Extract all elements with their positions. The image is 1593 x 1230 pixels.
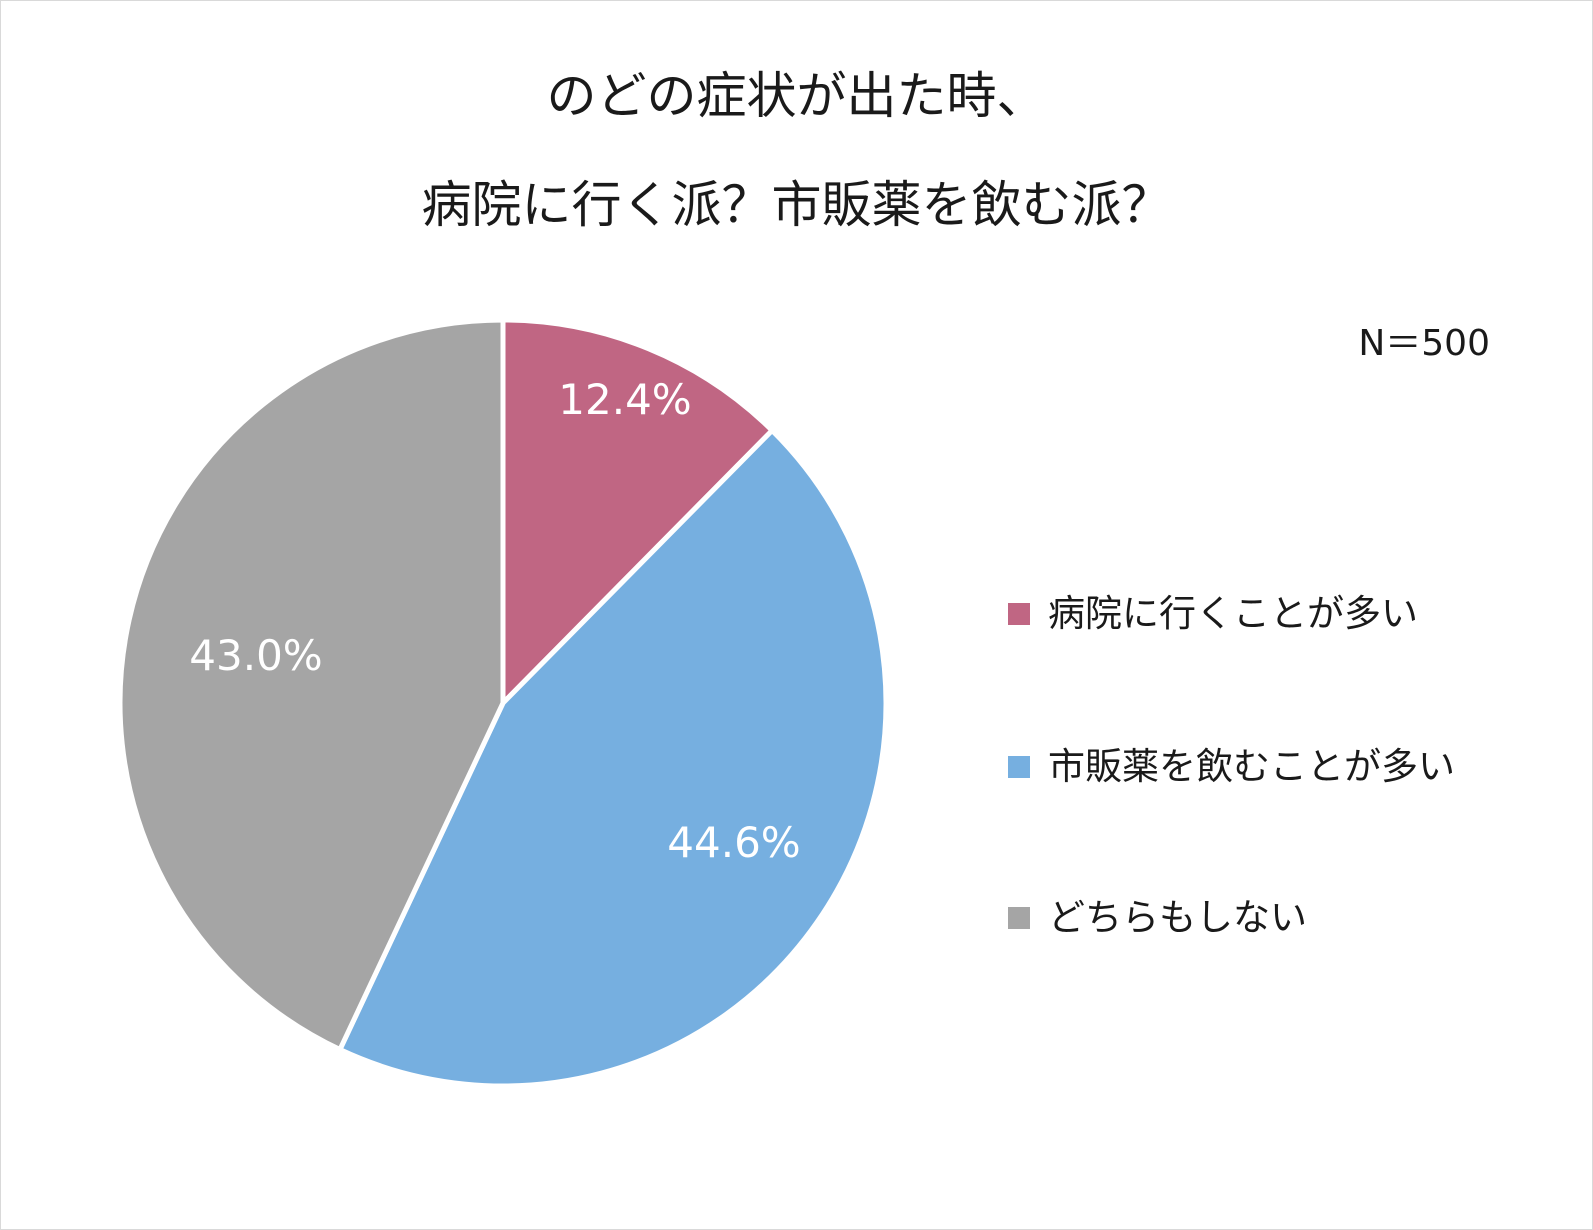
sample-size-label: N＝500: [1358, 323, 1490, 364]
chart-title-line-2: 病院に行く派？市販薬を飲む派？: [421, 176, 1172, 234]
legend-swatch-hospital: [1008, 603, 1030, 625]
legend-swatch-otc-medicine: [1008, 756, 1030, 778]
data-label-hospital: 12.4%: [558, 375, 691, 424]
legend-item-hospital: 病院に行くことが多い: [1008, 584, 1418, 644]
legend-item-neither: どちらもしない: [1008, 888, 1307, 948]
legend-item-otc-medicine: 市販薬を飲むことが多い: [1008, 737, 1455, 797]
data-label-otc-medicine: 44.6%: [667, 818, 800, 867]
legend-swatch-neither: [1008, 907, 1030, 929]
legend-label-hospital: 病院に行くことが多い: [1048, 592, 1418, 635]
chart-title-line-1: のどの症状が出た時、: [546, 67, 1047, 125]
legend-label-otc-medicine: 市販薬を飲むことが多い: [1048, 745, 1455, 788]
data-label-neither: 43.0%: [189, 631, 322, 680]
legend-label-neither: どちらもしない: [1048, 896, 1307, 939]
pie-slice-otc-medicine: [337, 427, 889, 1089]
pie-slice-hospital: [500, 317, 775, 706]
pie-slice-neither: [117, 317, 506, 1053]
